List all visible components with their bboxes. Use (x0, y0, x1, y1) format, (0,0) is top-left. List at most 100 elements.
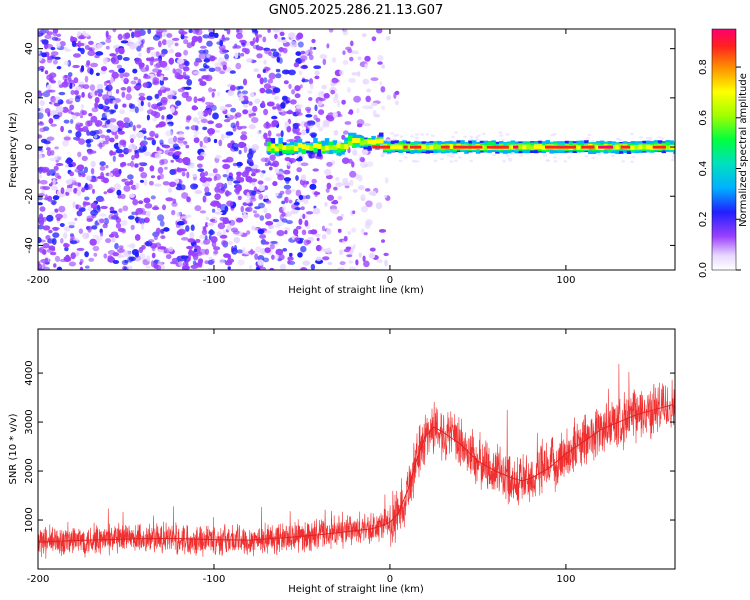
noise-cell (156, 123, 164, 128)
signal-cell (595, 144, 601, 150)
noise-cell (270, 240, 278, 244)
noise-cell (48, 183, 53, 187)
noise-cell (366, 161, 374, 168)
noise-cell (159, 139, 164, 145)
noise-cell (62, 140, 69, 147)
noise-cell (50, 150, 55, 156)
snr-ytick-label: 2000 (24, 458, 35, 483)
noise-cell (119, 72, 124, 79)
noise-cell (72, 201, 76, 209)
noise-cell (68, 261, 76, 267)
noise-cell (94, 90, 98, 96)
noise-cell (414, 133, 419, 136)
noise-cell (357, 56, 362, 61)
signal-cell (351, 140, 357, 148)
noise-cell (87, 120, 93, 127)
noise-cell (199, 171, 206, 178)
noise-cell (123, 117, 130, 123)
noise-cell (75, 131, 82, 138)
noise-cell (153, 183, 162, 187)
noise-cell (77, 40, 81, 48)
noise-cell (124, 259, 128, 264)
noise-cell (302, 260, 311, 266)
noise-cell (305, 129, 310, 134)
noise-cell (233, 147, 239, 152)
noise-cell (154, 93, 160, 99)
noise-cell (153, 111, 161, 119)
noise-cell (79, 261, 83, 265)
noise-cell (305, 194, 311, 200)
noise-cell (315, 245, 322, 252)
noise-cell (56, 217, 61, 221)
noise-cell (363, 232, 368, 236)
noise-cell (119, 109, 125, 115)
noise-cell (95, 51, 104, 56)
noise-cell (71, 114, 77, 120)
noise-cell (236, 249, 244, 254)
noise-cell (80, 104, 84, 109)
noise-cell (272, 29, 280, 33)
noise-cell (552, 133, 557, 136)
noise-cell (152, 80, 160, 86)
noise-cell (126, 86, 132, 93)
noise-cell (369, 247, 376, 252)
noise-cell (138, 62, 145, 68)
noise-cell (272, 106, 277, 110)
noise-cell (52, 178, 56, 185)
noise-cell (519, 154, 524, 157)
noise-cell (351, 50, 359, 55)
noise-cell (133, 85, 142, 90)
noise-cell (50, 251, 57, 256)
noise-cell (284, 226, 291, 232)
noise-cell (250, 92, 255, 98)
colorbar-ticks: 0.0 0.2 0.4 0.6 0.8 (698, 59, 741, 278)
signal-cell (398, 144, 403, 150)
noise-cell (130, 160, 135, 168)
noise-cell (138, 92, 145, 97)
noise-cell (91, 107, 99, 113)
noise-cell (242, 210, 247, 215)
noise-cell (97, 175, 105, 180)
noise-cell (195, 251, 201, 255)
noise-cell (156, 31, 163, 35)
noise-cell (269, 166, 273, 171)
noise-cell (108, 69, 115, 73)
noise-cell (269, 243, 275, 250)
noise-cell (283, 169, 291, 175)
noise-cell (275, 68, 281, 73)
noise-cell (670, 158, 675, 162)
noise-cell (192, 173, 198, 178)
noise-cell (190, 224, 195, 231)
noise-cell (134, 251, 139, 258)
noise-cell (207, 173, 216, 177)
signal-cell (650, 144, 655, 150)
noise-cell (245, 206, 253, 212)
noise-cell (110, 125, 118, 132)
noise-cell (243, 104, 249, 108)
snr-series-line (38, 404, 675, 543)
noise-cell (198, 116, 205, 120)
noise-cell (671, 154, 675, 157)
noise-cell (254, 253, 259, 260)
noise-cell (97, 88, 104, 94)
noise-cell (134, 256, 141, 262)
noise-cell (265, 200, 272, 204)
noise-cell (296, 32, 304, 40)
noise-cell (242, 78, 248, 86)
noise-cell (365, 221, 371, 226)
signal-cell (541, 145, 547, 150)
noise-cell (280, 130, 284, 138)
noise-cell (155, 227, 161, 235)
noise-cell (51, 238, 57, 245)
spectrogram-ytick-label: -40 (24, 237, 35, 253)
noise-cell (469, 159, 474, 163)
signal-cell (324, 145, 330, 151)
noise-cell (168, 187, 173, 193)
noise-cell (60, 125, 64, 133)
noise-cell (259, 87, 266, 94)
noise-cell (63, 60, 69, 66)
noise-cell (349, 179, 354, 187)
noise-cell (171, 201, 178, 207)
noise-cell (42, 186, 50, 191)
noise-cell (38, 219, 45, 226)
